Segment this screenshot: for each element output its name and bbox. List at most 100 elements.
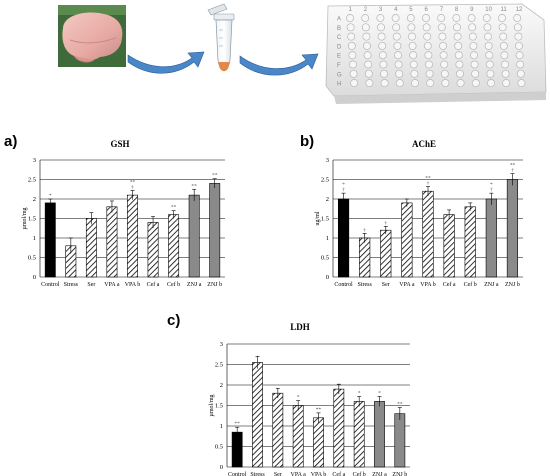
plate-well xyxy=(498,23,507,32)
bar-znj-b xyxy=(394,413,406,468)
plate-well xyxy=(501,60,509,69)
significance-marker: ** xyxy=(191,183,197,189)
plate-well xyxy=(423,41,432,50)
significance-marker: † xyxy=(490,187,493,193)
bar-ser xyxy=(380,229,392,278)
plate-well xyxy=(409,51,418,60)
plate-well xyxy=(502,79,511,88)
bar-control xyxy=(231,431,243,468)
plate-well xyxy=(456,79,465,88)
bar-cef-b xyxy=(464,206,476,278)
y-tick-label: 0 xyxy=(326,274,329,281)
plate-well xyxy=(422,23,431,32)
plate-column-label: 10 xyxy=(485,7,492,13)
x-category-label: Cef a xyxy=(443,281,456,288)
y-tick-label: 2.5 xyxy=(28,177,36,184)
plate-well xyxy=(348,51,357,60)
plate-row-label: F xyxy=(337,63,341,69)
plate-row-label: B xyxy=(337,26,341,32)
bar-cef-b xyxy=(168,214,180,278)
plate-well xyxy=(437,14,446,22)
x-category-label: Stress xyxy=(357,282,372,288)
x-category-label: Control xyxy=(334,282,353,288)
plate-well xyxy=(515,41,523,50)
bar-vpa-b xyxy=(313,417,324,468)
plate-well xyxy=(380,69,388,78)
plate-well xyxy=(453,32,462,41)
y-tick-label: 2 xyxy=(33,196,36,203)
plate-well xyxy=(409,60,418,69)
plate-well xyxy=(380,79,389,88)
plate-well xyxy=(486,69,495,78)
arrow-icon xyxy=(127,51,205,74)
plate-well xyxy=(378,41,387,50)
significance-marker: ** xyxy=(425,176,431,182)
plate-well xyxy=(376,14,385,22)
plate-well xyxy=(500,51,509,60)
plate-well xyxy=(411,79,419,88)
bar-znj-a xyxy=(188,194,200,278)
plate-well xyxy=(364,69,373,78)
y-tick-label: 0.5 xyxy=(215,444,223,451)
x-category-label: ZNJ a xyxy=(187,282,202,288)
bar-cef-a xyxy=(443,214,455,278)
plate-well xyxy=(454,51,463,60)
plate-well xyxy=(363,51,372,60)
plate-well xyxy=(485,60,494,69)
chart-gsh: a) GSH 0 0.5 1 1.5 2 2.5 3 µmol/mg * Control Stress S… xyxy=(4,133,225,288)
y-tick-label: 3 xyxy=(220,341,223,348)
chart-title: LDH xyxy=(290,322,310,332)
plate-well xyxy=(378,51,387,60)
significance-marker: † xyxy=(427,181,430,187)
plate-well xyxy=(501,69,510,78)
plate-column-label: 6 xyxy=(425,7,429,13)
microcentrifuge-tube-image xyxy=(207,3,235,72)
significance-marker: * xyxy=(49,193,52,199)
plate-column-label: 8 xyxy=(455,7,459,13)
bar-cef-a xyxy=(333,388,345,468)
plate-well xyxy=(394,51,402,60)
plate-well xyxy=(423,32,432,41)
plate-well xyxy=(468,32,477,41)
plate-well xyxy=(454,41,463,50)
y-tick-label: 1.5 xyxy=(215,403,223,410)
significance-marker: † xyxy=(342,187,345,193)
plate-column-label: 2 xyxy=(364,7,368,13)
bar-vpa-b xyxy=(422,190,434,278)
x-category-label: ZNJ b xyxy=(207,282,222,288)
plate-row-label: G xyxy=(337,72,342,78)
x-category-label: Ser xyxy=(382,282,390,288)
panel-label: a) xyxy=(4,133,17,150)
significance-marker: ** xyxy=(212,173,218,179)
plate-column-label: 9 xyxy=(470,7,474,13)
significance-marker: ** xyxy=(130,179,136,185)
plate-column-label: 1 xyxy=(349,7,353,13)
bar-znj-b xyxy=(506,179,519,278)
plate-well xyxy=(424,51,433,60)
x-category-label: VPA b xyxy=(311,472,327,476)
y-tick-label: 1 xyxy=(220,423,223,430)
plate-well xyxy=(426,79,435,88)
bar-znj-a xyxy=(485,198,497,278)
x-category-label: Cef a xyxy=(332,471,345,476)
y-tick-label: 3 xyxy=(33,157,36,164)
plate-well xyxy=(395,69,404,78)
plate-well xyxy=(514,32,523,41)
plate-well xyxy=(407,23,416,32)
plate-well xyxy=(471,69,480,78)
plate-column-label: 7 xyxy=(440,7,444,13)
plate-well xyxy=(487,79,495,88)
bar-ser xyxy=(272,392,284,468)
chart-title: AChE xyxy=(412,139,436,149)
panel-label: b) xyxy=(300,133,314,150)
plate-well xyxy=(408,41,417,50)
y-tick-label: 0.5 xyxy=(321,255,329,262)
y-tick-label: 1 xyxy=(326,235,329,242)
x-category-label: ZNJ a xyxy=(372,472,387,476)
y-axis-label: µmol/mg xyxy=(209,394,215,416)
x-category-label: ZNJ b xyxy=(392,472,407,476)
x-category-label: Stress xyxy=(64,282,79,288)
y-tick-label: 3 xyxy=(326,157,329,164)
